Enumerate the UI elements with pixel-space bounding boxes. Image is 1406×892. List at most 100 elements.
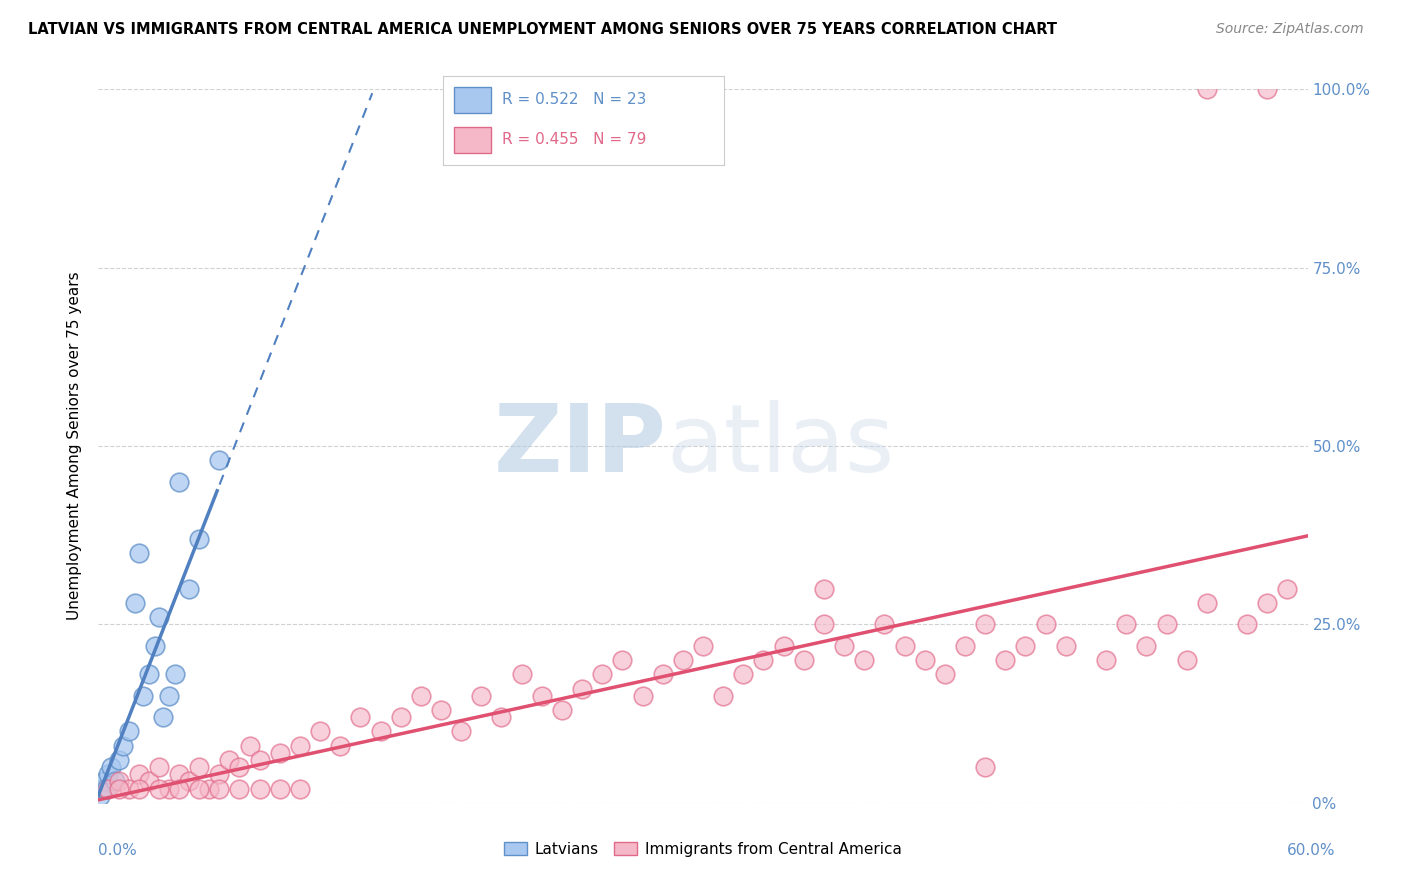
- Point: [124, 596, 146, 610]
- Text: R = 0.455   N = 79: R = 0.455 N = 79: [502, 132, 647, 147]
- Point: [128, 546, 150, 560]
- Point: [370, 724, 392, 739]
- Point: [157, 781, 180, 796]
- Point: [118, 781, 141, 796]
- Point: [591, 667, 613, 681]
- Point: [1156, 617, 1178, 632]
- Text: 0.0%: 0.0%: [98, 843, 138, 858]
- Point: [1035, 617, 1057, 632]
- Point: [288, 781, 311, 796]
- Point: [934, 667, 956, 681]
- Point: [813, 582, 835, 596]
- Point: [711, 689, 734, 703]
- Point: [100, 760, 122, 774]
- Point: [228, 781, 250, 796]
- Point: [752, 653, 775, 667]
- Point: [1014, 639, 1036, 653]
- Point: [167, 767, 190, 781]
- Point: [953, 639, 976, 653]
- Point: [389, 710, 412, 724]
- Point: [97, 781, 120, 796]
- Point: [631, 689, 654, 703]
- Text: LATVIAN VS IMMIGRANTS FROM CENTRAL AMERICA UNEMPLOYMENT AMONG SENIORS OVER 75 YE: LATVIAN VS IMMIGRANTS FROM CENTRAL AMERI…: [28, 22, 1057, 37]
- Point: [198, 781, 221, 796]
- Point: [152, 710, 174, 724]
- FancyBboxPatch shape: [454, 87, 491, 113]
- Point: [430, 703, 453, 717]
- Point: [1115, 617, 1137, 632]
- Point: [772, 639, 794, 653]
- Point: [1195, 82, 1218, 96]
- Legend: Latvians, Immigrants from Central America: Latvians, Immigrants from Central Americ…: [498, 836, 908, 863]
- Point: [974, 760, 997, 774]
- Point: [1054, 639, 1077, 653]
- Point: [228, 760, 250, 774]
- Point: [571, 681, 593, 696]
- Point: [409, 689, 432, 703]
- Point: [138, 667, 160, 681]
- Point: [103, 774, 125, 789]
- Point: [510, 667, 533, 681]
- Text: atlas: atlas: [666, 400, 896, 492]
- Point: [793, 653, 815, 667]
- Point: [269, 746, 291, 760]
- Point: [218, 753, 240, 767]
- Point: [994, 653, 1017, 667]
- Point: [309, 724, 332, 739]
- Point: [132, 689, 155, 703]
- Point: [157, 689, 180, 703]
- Point: [107, 753, 129, 767]
- Point: [118, 724, 141, 739]
- Point: [1256, 596, 1278, 610]
- Point: [551, 703, 574, 717]
- Point: [89, 789, 111, 803]
- Point: [1236, 617, 1258, 632]
- FancyBboxPatch shape: [454, 127, 491, 153]
- Point: [107, 774, 129, 789]
- Point: [1256, 82, 1278, 96]
- Point: [1095, 653, 1118, 667]
- Text: Source: ZipAtlas.com: Source: ZipAtlas.com: [1216, 22, 1364, 37]
- Point: [853, 653, 876, 667]
- Text: 60.0%: 60.0%: [1288, 843, 1336, 858]
- Point: [1175, 653, 1198, 667]
- Point: [96, 781, 118, 796]
- Point: [733, 667, 755, 681]
- Point: [97, 767, 120, 781]
- Point: [530, 689, 553, 703]
- Point: [167, 781, 190, 796]
- Point: [138, 774, 160, 789]
- Text: ZIP: ZIP: [494, 400, 666, 492]
- Point: [470, 689, 492, 703]
- Point: [450, 724, 472, 739]
- Point: [974, 617, 997, 632]
- Point: [148, 760, 170, 774]
- Point: [873, 617, 896, 632]
- Point: [349, 710, 371, 724]
- Point: [491, 710, 513, 724]
- Point: [692, 639, 714, 653]
- Point: [188, 532, 211, 546]
- Point: [288, 739, 311, 753]
- Point: [249, 781, 271, 796]
- Point: [249, 753, 271, 767]
- Point: [107, 781, 129, 796]
- Point: [832, 639, 855, 653]
- Point: [893, 639, 915, 653]
- Point: [239, 739, 262, 753]
- Point: [1277, 582, 1299, 596]
- Point: [651, 667, 673, 681]
- Y-axis label: Unemployment Among Seniors over 75 years: Unemployment Among Seniors over 75 years: [67, 272, 83, 620]
- Point: [179, 774, 201, 789]
- Point: [143, 639, 166, 653]
- Point: [208, 781, 231, 796]
- Point: [167, 475, 190, 489]
- Point: [148, 610, 170, 624]
- Point: [1195, 596, 1218, 610]
- Point: [188, 781, 211, 796]
- Point: [612, 653, 634, 667]
- Point: [188, 760, 211, 774]
- Point: [208, 453, 231, 467]
- Point: [179, 582, 201, 596]
- Point: [208, 767, 231, 781]
